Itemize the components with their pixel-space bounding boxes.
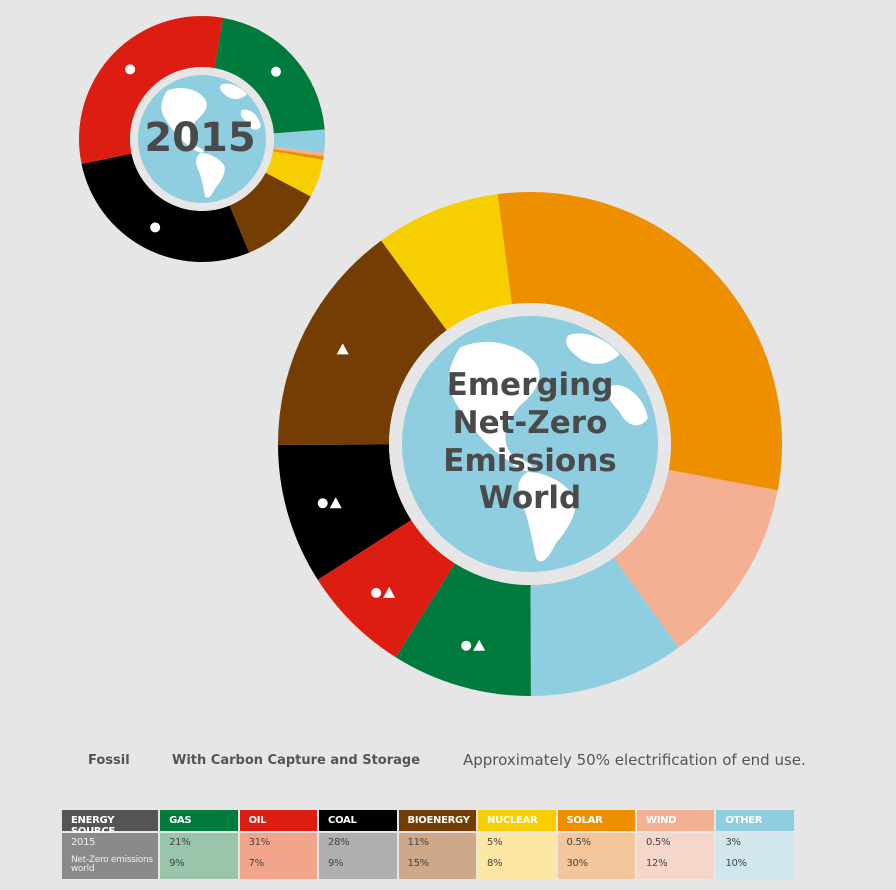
cell-nz-oil: 7% bbox=[239, 853, 318, 879]
ccs-triangle-icon bbox=[383, 586, 396, 598]
slice-2015-oil bbox=[78, 15, 224, 164]
slice-net-zero-nuclear bbox=[381, 194, 512, 331]
slice-2015-gas bbox=[214, 17, 325, 134]
slice-net-zero-bioenergy bbox=[277, 240, 447, 445]
header-oil: OIL bbox=[239, 810, 318, 831]
slice-net-zero-coal bbox=[278, 444, 412, 580]
header-other: OTHER bbox=[716, 810, 794, 831]
slice-net-zero-solar bbox=[497, 192, 782, 491]
marker-oil-circle-triangle bbox=[371, 586, 396, 598]
marker-coal-circle bbox=[150, 222, 161, 233]
cell-nz-nuclear: 8% bbox=[478, 853, 556, 879]
header-solar: SOLAR bbox=[557, 810, 635, 831]
globe-net-zero bbox=[389, 303, 671, 585]
cell-nz-coal: 9% bbox=[319, 853, 397, 879]
slice-net-zero-wind bbox=[613, 469, 778, 648]
energy-source-table: ENERGY SOURCE GAS OIL COAL BIOENERGY NUC… bbox=[62, 810, 794, 879]
slice-net-zero-gas bbox=[395, 563, 531, 696]
header-energy-source: ENERGY SOURCE bbox=[62, 810, 159, 837]
cell-2015-oil: 31% bbox=[239, 833, 318, 853]
row-label-net-zero: Net-Zero emissions world bbox=[62, 853, 159, 879]
header-bioenergy: BIOENERGY bbox=[398, 810, 477, 831]
slice-2015-coal bbox=[81, 153, 250, 262]
marker-oil-circle bbox=[125, 64, 136, 75]
cell-2015-solar: 0.5% bbox=[557, 833, 635, 853]
legend-ccs: With Carbon Capture and Storage bbox=[172, 753, 421, 768]
header-gas: GAS bbox=[160, 810, 238, 831]
table-row: Net-Zero emissions world 9% 7% 9% 15% 8%… bbox=[62, 853, 794, 879]
cell-nz-wind: 12% bbox=[636, 853, 715, 879]
chart-title-line-4: World bbox=[479, 480, 582, 516]
fossil-circle-icon bbox=[150, 222, 161, 233]
cell-2015-wind: 0.5% bbox=[636, 833, 715, 853]
globe-2015 bbox=[130, 67, 274, 211]
fossil-circle-icon bbox=[125, 64, 136, 75]
ccs-triangle-icon bbox=[473, 639, 486, 651]
marker-bioenergy-triangle bbox=[336, 343, 349, 355]
cell-nz-gas: 9% bbox=[160, 853, 238, 879]
marker-coal-circle-triangle bbox=[317, 497, 342, 509]
chart-title-line-1: Emerging bbox=[447, 367, 614, 403]
slice-2015-other bbox=[273, 129, 325, 153]
fossil-circle-icon bbox=[271, 66, 282, 77]
ccs-triangle-icon bbox=[329, 497, 342, 509]
legend: Fossil With Carbon Capture and Storage A… bbox=[0, 750, 896, 774]
ccs-triangle-icon bbox=[336, 343, 349, 355]
cell-nz-solar: 30% bbox=[557, 853, 635, 879]
header-coal: COAL bbox=[319, 810, 397, 831]
cell-nz-bioenergy: 15% bbox=[398, 853, 477, 879]
cell-2015-other: 3% bbox=[716, 833, 794, 853]
chart-title-2015: 2015 bbox=[144, 115, 255, 161]
slice-net-zero-oil bbox=[317, 519, 455, 658]
cell-nz-other: 10% bbox=[716, 853, 794, 879]
slice-2015-solar bbox=[272, 149, 324, 161]
slice-2015-bioenergy bbox=[229, 172, 311, 253]
marker-gas-circle bbox=[271, 66, 282, 77]
header-nuclear: NUCLEAR bbox=[478, 810, 556, 831]
energy-mix-charts: 2015 Emerging Net-Zero Emissions World bbox=[78, 15, 782, 696]
marker-gas-circle-triangle bbox=[461, 639, 486, 651]
cell-2015-bioenergy: 11% bbox=[398, 833, 477, 853]
cell-2015-gas: 21% bbox=[160, 833, 238, 853]
slice-net-zero-other bbox=[530, 557, 679, 696]
fossil-circle-icon bbox=[371, 587, 382, 598]
cell-2015-coal: 28% bbox=[319, 833, 397, 853]
legend-fossil: Fossil bbox=[88, 753, 130, 768]
fossil-circle-icon bbox=[461, 640, 472, 651]
cell-2015-nuclear: 5% bbox=[478, 833, 556, 853]
fossil-circle-icon bbox=[317, 498, 328, 509]
chart-title-line-3: Emissions bbox=[443, 443, 616, 479]
header-wind: WIND bbox=[636, 810, 715, 831]
slice-2015-wind bbox=[273, 146, 325, 157]
legend-electrification: Approximately 50% electrification of end… bbox=[463, 751, 806, 769]
table-header-row: ENERGY SOURCE GAS OIL COAL BIOENERGY NUC… bbox=[62, 810, 794, 837]
chart-title-line-2: Net-Zero bbox=[453, 405, 608, 441]
table-row: 2015 21% 31% 28% 11% 5% 0.5% 0.5% 3% bbox=[62, 833, 794, 853]
slice-2015-nuclear bbox=[265, 151, 324, 197]
row-label-2015: 2015 bbox=[62, 833, 159, 853]
